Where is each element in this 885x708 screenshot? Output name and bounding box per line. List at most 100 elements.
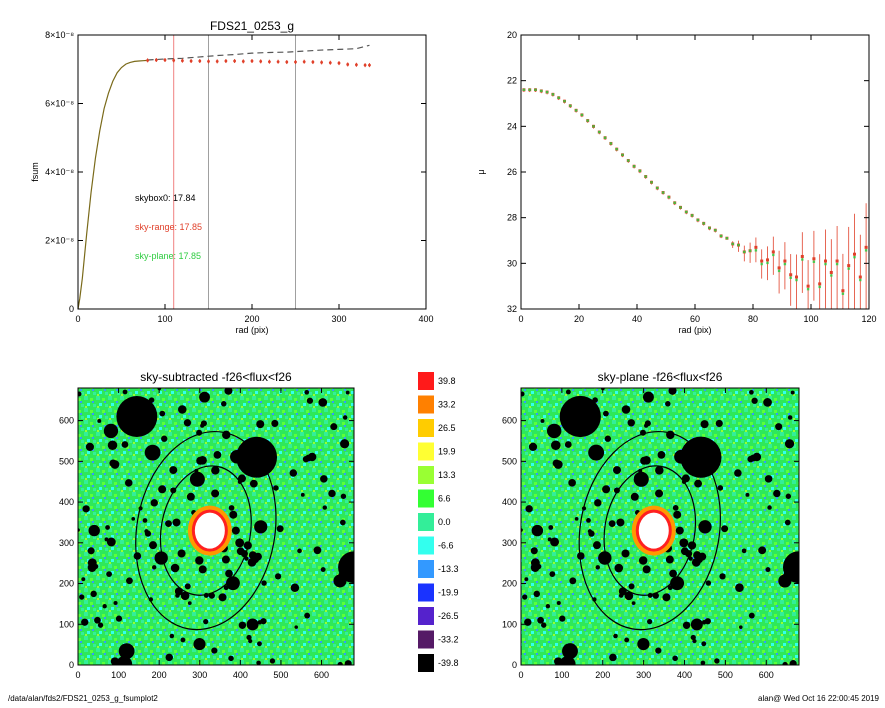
mu-point-plane: [824, 262, 827, 266]
mu-point-plane: [853, 256, 856, 259]
masked-source: [199, 391, 210, 403]
colorbar-swatch: [418, 372, 434, 390]
masked-source: [235, 538, 245, 548]
masked-source: [116, 656, 133, 665]
fsum-point: [207, 59, 210, 63]
masked-source: [213, 451, 222, 459]
map-sources: [521, 388, 799, 665]
masked-source: [90, 590, 97, 598]
masked-source: [630, 492, 639, 501]
masked-source: [297, 548, 302, 554]
x-tick-label: 20: [574, 314, 584, 324]
y-tick-label: 200: [59, 579, 74, 589]
mu-x-ticks: 0 20 40 60 80 100 120: [518, 35, 877, 324]
mu-point-plane: [650, 181, 653, 184]
masked-source: [681, 474, 690, 483]
mu-point-plane: [580, 113, 584, 117]
y-tick-label: 32: [507, 304, 517, 314]
mu-point-plane: [638, 169, 642, 173]
masked-source: [183, 419, 192, 427]
masked-source: [304, 612, 311, 619]
masked-source: [211, 466, 220, 475]
masked-source: [97, 418, 102, 423]
masked-source: [672, 655, 678, 662]
masked-source: [614, 563, 624, 573]
x-tick-label: 100: [111, 670, 126, 680]
masked-source: [131, 516, 136, 521]
masked-source: [530, 563, 540, 572]
masked-source: [566, 652, 570, 657]
x-tick-label: 600: [759, 670, 774, 680]
masked-source: [655, 466, 664, 475]
masked-source: [189, 471, 205, 487]
x-tick-label: 80: [748, 314, 758, 324]
mu-point-range: [847, 264, 851, 268]
masked-source: [221, 555, 230, 564]
masked-source: [340, 439, 350, 449]
fsum-series: [77, 44, 371, 310]
masked-source: [165, 520, 172, 528]
mu-point-plane: [667, 195, 671, 199]
masked-source: [122, 652, 127, 657]
masked-source: [738, 625, 743, 629]
y-tick-label: 400: [502, 497, 517, 507]
annotation-sky-range: sky-range: 17.85: [135, 222, 202, 232]
masked-source: [616, 518, 625, 527]
masked-source: [211, 489, 220, 498]
masked-source: [115, 615, 123, 622]
mu-point-range: [824, 259, 827, 263]
fsum-point: [146, 58, 150, 62]
masked-source: [540, 418, 545, 423]
masked-source: [306, 397, 314, 404]
colorbar-label: 6.6: [438, 494, 451, 504]
masked-source: [150, 499, 158, 507]
y-tick-label: 8×10⁻⁸: [45, 30, 74, 40]
mu-point-plane: [725, 237, 729, 240]
masked-source: [550, 440, 561, 451]
masked-source: [640, 456, 649, 465]
mu-point-plane: [586, 119, 589, 122]
mu-point-plane: [685, 210, 688, 214]
masked-source: [198, 565, 207, 574]
masked-source: [110, 460, 120, 469]
masked-source: [559, 615, 566, 622]
masked-source: [225, 569, 233, 578]
mu-point-range: [800, 254, 804, 258]
sky-plane-image: [520, 387, 800, 666]
mu-point-plane: [673, 201, 676, 205]
masked-source: [612, 466, 621, 475]
x-tick-label: 0: [518, 314, 523, 324]
masked-source: [339, 519, 346, 526]
masked-source: [261, 580, 267, 586]
masked-source: [244, 556, 249, 561]
masked-source: [530, 547, 538, 555]
masked-source: [304, 389, 310, 395]
masked-source: [78, 391, 82, 397]
sky-plane-x-ticks: 0 100 200 300 400 500 600: [518, 388, 774, 680]
masked-source: [644, 423, 649, 428]
fsum-point: [285, 60, 289, 64]
mu-point-plane: [818, 285, 821, 289]
mu-series: [522, 88, 868, 309]
masked-source: [688, 556, 693, 561]
y-tick-label: 300: [59, 538, 74, 548]
galaxy-core: [194, 512, 225, 549]
sky-subtracted-image: [77, 387, 355, 666]
y-tick-label: 0: [512, 660, 517, 670]
fsum-x-ticks: 0 100 200 300 400: [75, 35, 434, 324]
colorbar-swatch: [418, 607, 434, 625]
masked-source: [662, 593, 671, 602]
masked-source: [690, 634, 696, 641]
masked-source: [528, 442, 538, 451]
sky-plane-title: sky-plane -f26<flux<f26: [598, 370, 723, 384]
x-tick-label: 300: [636, 670, 651, 680]
masked-source: [719, 573, 726, 580]
galaxy-core: [638, 512, 669, 549]
mu-point-plane: [690, 214, 694, 217]
y-tick-label: 30: [507, 258, 517, 268]
y-tick-label: 28: [507, 213, 517, 223]
colorbar-label: -26.5: [438, 611, 459, 621]
masked-source: [638, 556, 648, 565]
sky-subtracted-y-ticks: 0 100 200 300 400 500 600: [59, 416, 354, 670]
masked-source: [144, 529, 149, 534]
